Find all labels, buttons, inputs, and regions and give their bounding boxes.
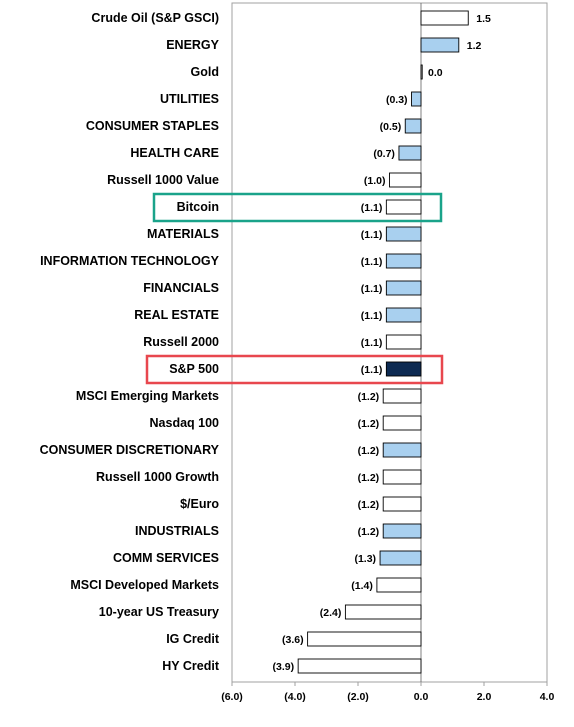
category-label-consumer-staples: CONSUMER STAPLES bbox=[86, 119, 219, 133]
category-label-crude-oil-sandp-gsci: Crude Oil (S&P GSCI) bbox=[91, 11, 219, 25]
x-tick-label: 4.0 bbox=[540, 691, 555, 703]
category-label-financials: FINANCIALS bbox=[143, 281, 219, 295]
category-label-health-care: HEALTH CARE bbox=[130, 146, 219, 160]
value-label-gold: 0.0 bbox=[428, 67, 443, 79]
bar-msci-developed-markets bbox=[376, 577, 422, 593]
category-label-real-estate: REAL ESTATE bbox=[134, 308, 219, 322]
value-label-russell-1000-value: (1.0) bbox=[364, 175, 386, 187]
value-label-euro: (1.2) bbox=[358, 499, 380, 511]
value-label-russell-1000-growth: (1.2) bbox=[358, 472, 380, 484]
bar-bitcoin bbox=[385, 199, 422, 215]
bar-gold bbox=[420, 64, 423, 80]
category-label-ig-credit: IG Credit bbox=[166, 632, 220, 646]
category-label-bitcoin: Bitcoin bbox=[177, 200, 219, 214]
category-label-materials: MATERIALS bbox=[147, 227, 219, 241]
category-label-msci-emerging-markets: MSCI Emerging Markets bbox=[76, 389, 219, 403]
category-label-msci-developed-markets: MSCI Developed Markets bbox=[70, 578, 219, 592]
bar-comm-services bbox=[379, 550, 422, 566]
category-label-industrials: INDUSTRIALS bbox=[135, 524, 219, 538]
category-label-comm-services: COMM SERVICES bbox=[113, 551, 219, 565]
value-label-msci-developed-markets: (1.4) bbox=[351, 580, 373, 592]
value-label-10-year-us-treasury: (2.4) bbox=[320, 607, 342, 619]
bar-nasdaq-100 bbox=[382, 415, 422, 431]
bar-information-technology bbox=[385, 253, 422, 269]
bar-real-estate bbox=[385, 307, 422, 323]
value-label-bitcoin: (1.1) bbox=[361, 202, 383, 214]
bar-hy-credit bbox=[297, 658, 422, 674]
value-label-sandp-500: (1.1) bbox=[361, 364, 383, 376]
bar-10-year-us-treasury bbox=[344, 604, 422, 620]
highlight-box-sandp-500 bbox=[145, 354, 444, 385]
category-label-hy-credit: HY Credit bbox=[162, 659, 220, 673]
category-label-sandp-500: S&P 500 bbox=[169, 362, 219, 376]
value-label-financials: (1.1) bbox=[361, 283, 383, 295]
category-label-utilities: UTILITIES bbox=[160, 92, 219, 106]
value-label-crude-oil-sandp-gsci: 1.5 bbox=[476, 13, 491, 25]
category-label-energy: ENERGY bbox=[166, 38, 219, 52]
x-tick-label: (6.0) bbox=[221, 691, 243, 703]
value-label-comm-services: (1.3) bbox=[354, 553, 376, 565]
bar-russell-2000 bbox=[385, 334, 422, 350]
value-label-consumer-discretionary: (1.2) bbox=[358, 445, 380, 457]
value-label-health-care: (0.7) bbox=[373, 148, 395, 160]
category-label-consumer-discretionary: CONSUMER DISCRETIONARY bbox=[40, 443, 220, 457]
category-label-10-year-us-treasury: 10-year US Treasury bbox=[99, 605, 219, 619]
value-label-energy: 1.2 bbox=[467, 40, 482, 52]
category-label-russell-2000: Russell 2000 bbox=[143, 335, 219, 349]
category-label-information-technology: INFORMATION TECHNOLOGY bbox=[40, 254, 220, 268]
category-label-gold: Gold bbox=[191, 65, 219, 79]
bar-msci-emerging-markets bbox=[382, 388, 422, 404]
value-label-consumer-staples: (0.5) bbox=[380, 121, 402, 133]
bar-financials bbox=[385, 280, 422, 296]
value-label-utilities: (0.3) bbox=[386, 94, 408, 106]
highlight-box-bitcoin bbox=[152, 192, 443, 223]
bar-ig-credit bbox=[307, 631, 422, 647]
x-tick-label: 0.0 bbox=[414, 691, 429, 703]
category-label-nasdaq-100: Nasdaq 100 bbox=[150, 416, 220, 430]
value-label-ig-credit: (3.6) bbox=[282, 634, 304, 646]
value-label-information-technology: (1.1) bbox=[361, 256, 383, 268]
bar-utilities bbox=[411, 91, 422, 107]
value-label-industrials: (1.2) bbox=[358, 526, 380, 538]
value-label-msci-emerging-markets: (1.2) bbox=[358, 391, 380, 403]
bar-industrials bbox=[382, 523, 422, 539]
value-label-nasdaq-100: (1.2) bbox=[358, 418, 380, 430]
value-label-russell-2000: (1.1) bbox=[361, 337, 383, 349]
bar-russell-1000-growth bbox=[382, 469, 422, 485]
bar-crude-oil-sandp-gsci bbox=[420, 10, 469, 26]
x-tick-label: (4.0) bbox=[284, 691, 306, 703]
category-label-euro: $/Euro bbox=[180, 497, 219, 511]
bar-consumer-staples bbox=[404, 118, 422, 134]
value-label-materials: (1.1) bbox=[361, 229, 383, 241]
bar-materials bbox=[385, 226, 422, 242]
bar-russell-1000-value bbox=[389, 172, 422, 188]
bar-consumer-discretionary bbox=[382, 442, 422, 458]
bar-sandp-500 bbox=[385, 361, 422, 377]
category-label-russell-1000-value: Russell 1000 Value bbox=[107, 173, 219, 187]
x-tick-label: (2.0) bbox=[347, 691, 369, 703]
category-label-russell-1000-growth: Russell 1000 Growth bbox=[96, 470, 219, 484]
bar-energy bbox=[420, 37, 460, 53]
x-tick-label: 2.0 bbox=[477, 691, 492, 703]
value-label-real-estate: (1.1) bbox=[361, 310, 383, 322]
value-label-hy-credit: (3.9) bbox=[273, 661, 295, 673]
bar-health-care bbox=[398, 145, 422, 161]
plot-frame bbox=[231, 2, 548, 683]
bar-euro bbox=[382, 496, 422, 512]
